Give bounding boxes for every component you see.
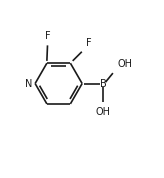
Text: F: F [86, 38, 92, 48]
Text: F: F [45, 31, 50, 41]
Text: N: N [25, 78, 32, 88]
Text: B: B [100, 79, 107, 89]
Text: OH: OH [117, 59, 132, 69]
Text: OH: OH [96, 107, 111, 117]
